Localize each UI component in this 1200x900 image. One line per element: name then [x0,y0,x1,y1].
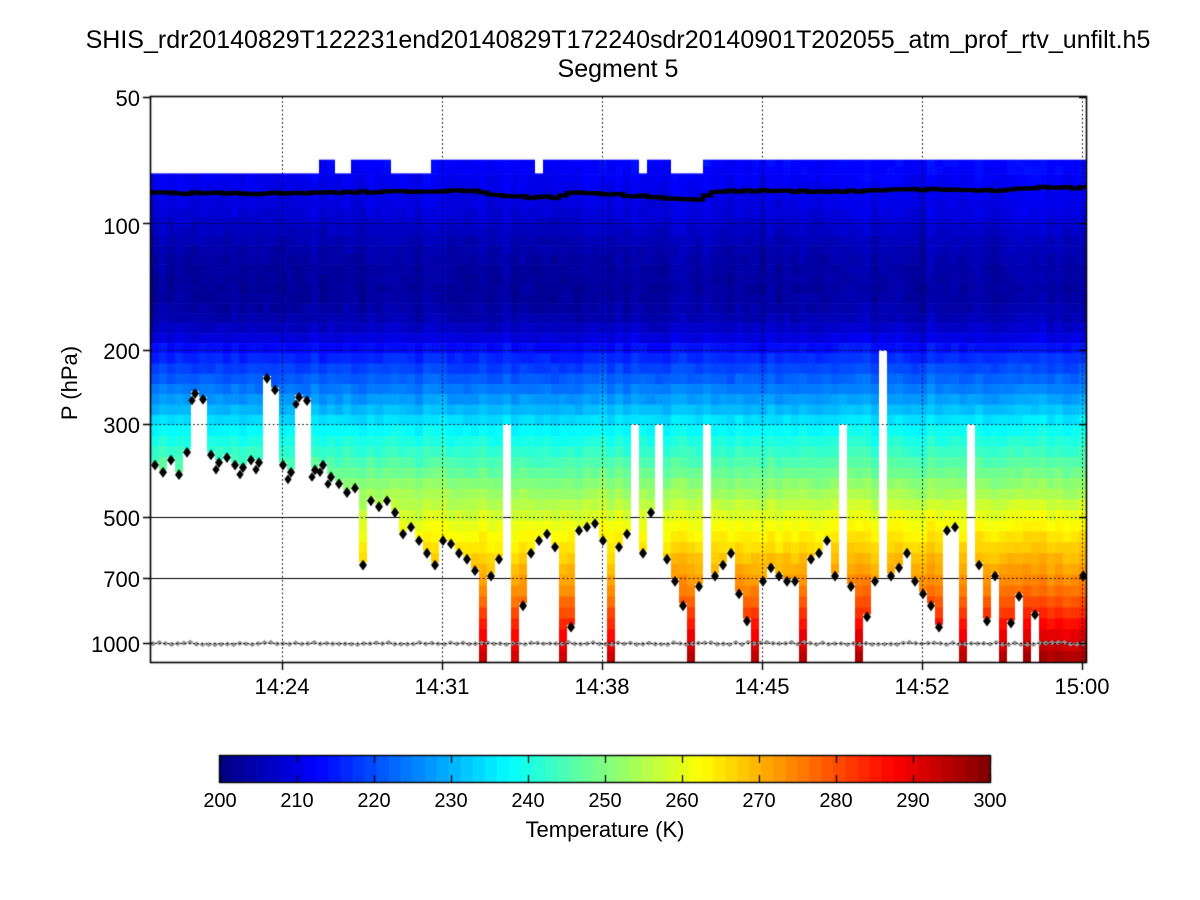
figure-title: SHIS_rdr20140829T122231end20140829T17224… [85,26,1151,54]
x-tick-label-1424: 14:24 [254,674,310,699]
colorbar-tick-label-200: 200 [203,790,237,812]
figure-subtitle: Segment 5 [557,55,679,83]
colorbar-tick-label-220: 220 [357,790,391,812]
colorbar-tick-label-240: 240 [511,790,545,812]
y-tick-label-300: 300 [103,413,140,438]
y-tick-label-500: 500 [103,506,140,531]
y-tick-label-100: 100 [103,214,140,239]
colorbar-label: Temperature (K) [525,817,685,842]
x-tick-label-1431: 14:31 [414,674,470,699]
colorbar-tick-label-230: 230 [434,790,468,812]
y-tick-label-1000: 1000 [91,632,140,657]
colorbar-tick-label-210: 210 [280,790,314,812]
colorbar-tick-label-300: 300 [973,790,1007,812]
x-tick-label-1452: 14:52 [894,674,950,699]
colorbar-tick-label-270: 270 [742,790,776,812]
x-tick-label-1500: 15:00 [1054,674,1110,699]
colorbar-tick-label-250: 250 [588,790,622,812]
y-tick-label-50: 50 [115,86,140,111]
colorbar-tick-label-260: 260 [665,790,699,812]
x-tick-label-1438: 14:38 [574,674,630,699]
y-tick-label-200: 200 [103,339,140,364]
x-tick-label-1445: 14:45 [734,674,790,699]
colorbar-tick-label-280: 280 [819,790,853,812]
y-tick-label-700: 700 [103,567,140,592]
colorbar-tick-label-290: 290 [896,790,930,812]
